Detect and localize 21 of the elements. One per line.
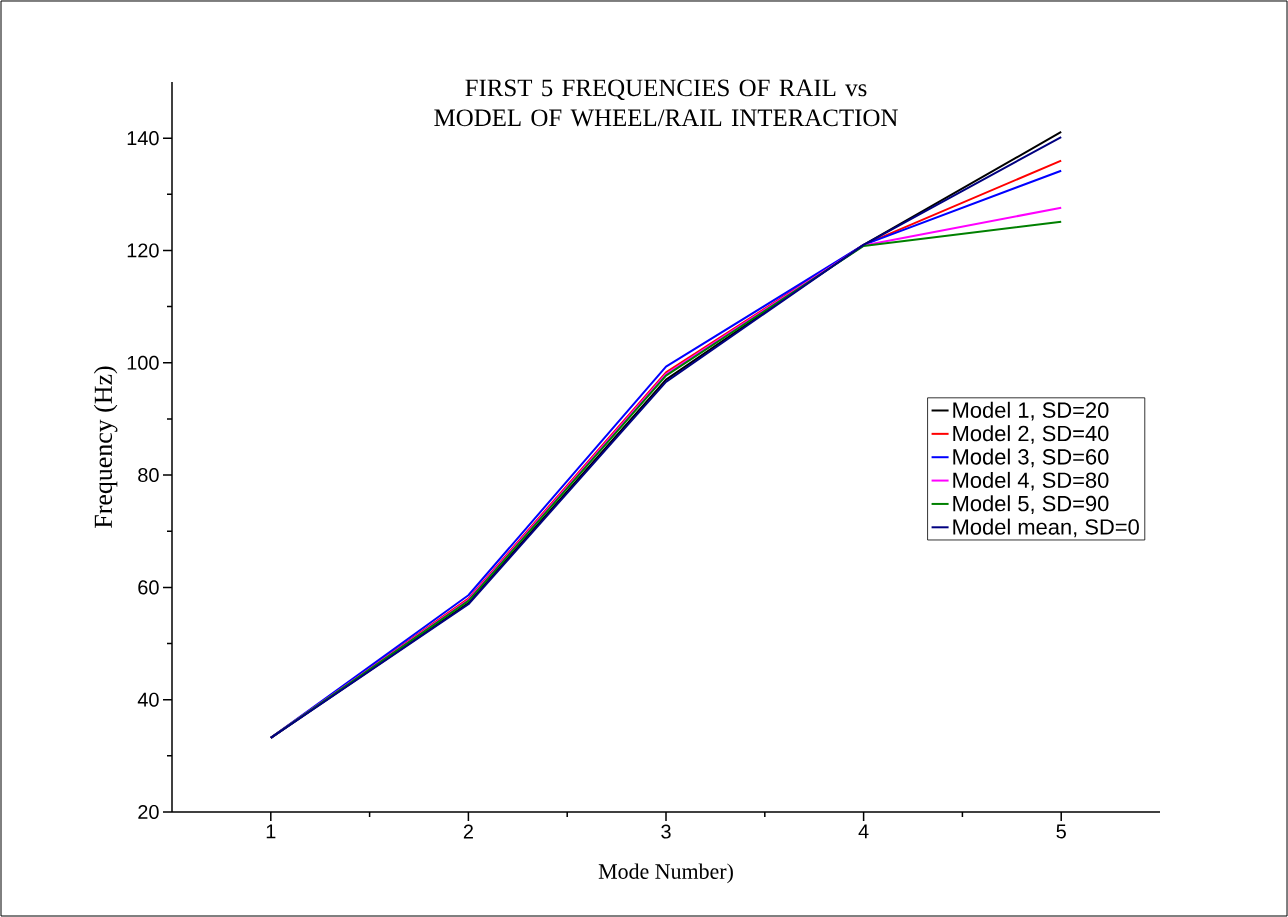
x-tick-label: 4 (858, 824, 869, 839)
x-tick-label: 3 (661, 824, 671, 839)
legend-label: Model 4, SD=80 (953, 471, 1109, 491)
chart-title: FIRST 5 FREQUENCIES OF RAIL vs MODEL OF WHEEL/RAIL INTERACTION (434, 79, 898, 127)
legend-label: Model 5, SD=90 (953, 495, 1109, 514)
y-axis-title: Frequency (Hz) (93, 366, 118, 528)
legend-label: Model mean, SD=0 (953, 518, 1139, 538)
x-tick-label: 5 (1056, 824, 1066, 839)
y-tick-label: 120 (127, 243, 159, 258)
y-tick-label: 40 (137, 692, 159, 707)
x-tick-label: 2 (463, 824, 473, 839)
legend-label: Model 2, SD=40 (953, 425, 1109, 444)
y-tick-label: 100 (127, 355, 159, 370)
y-tick-label: 60 (138, 580, 159, 595)
legend-label: Model 3, SD=60 (953, 448, 1109, 468)
y-tick-label: 140 (127, 131, 159, 146)
x-axis-title: Mode Number) (598, 863, 733, 884)
y-tick-label: 80 (138, 468, 159, 483)
y-tick-label: 20 (138, 804, 159, 820)
x-tick-label: 1 (266, 824, 276, 839)
legend-label: Model 1, SD=20 (953, 401, 1109, 421)
